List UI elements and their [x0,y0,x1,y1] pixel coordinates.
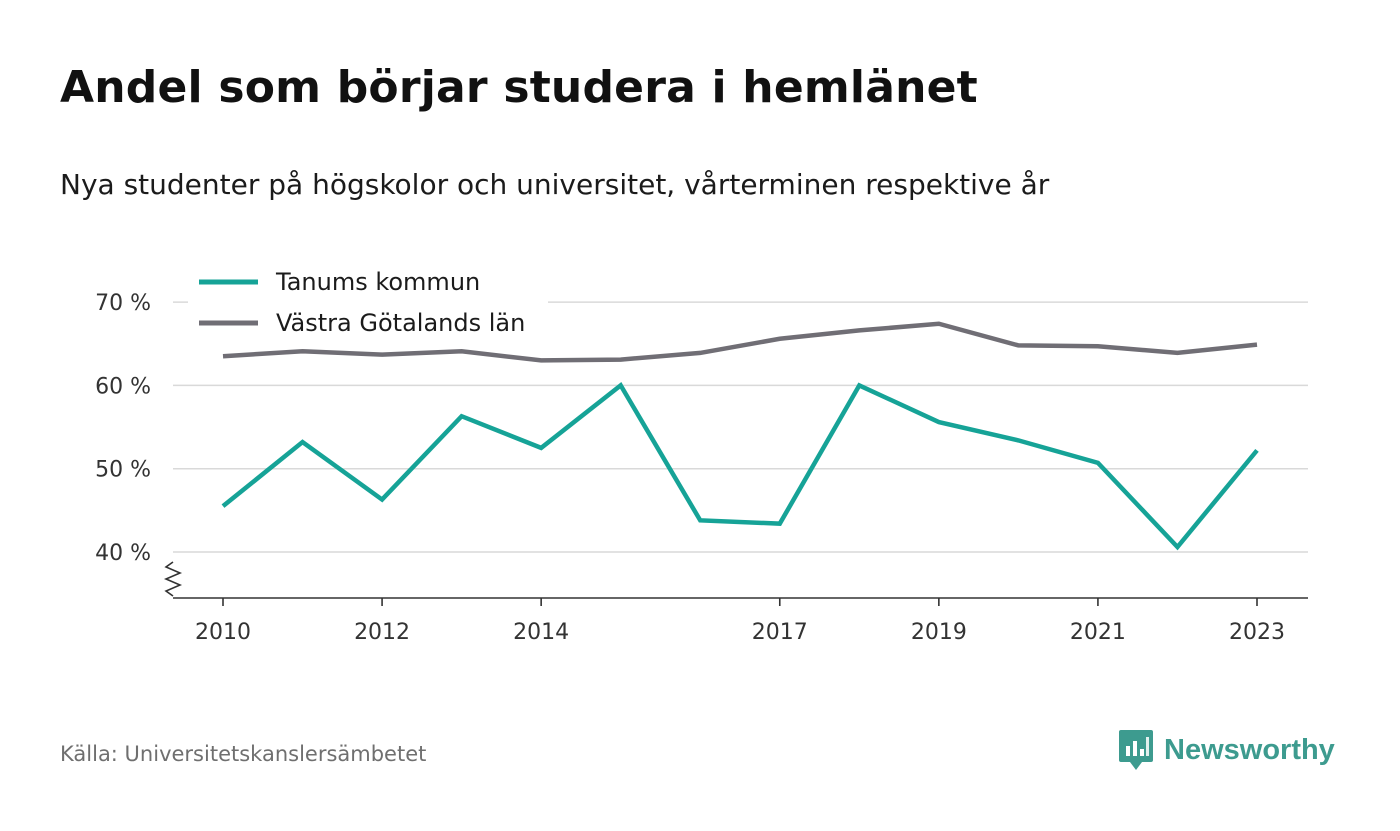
series-lines [221,321,1259,551]
x-tick-label: 2017 [752,620,808,645]
y-axis-labels: 40 % 50 % 60 % 70 % [95,291,151,566]
y-tick-label: 50 % [95,458,151,483]
chart-title: Andel som börjar studera i hemlänet [60,62,978,113]
brand-name: Newsworthy [1164,733,1335,766]
x-tick-label: 2010 [195,620,251,645]
y-tick-label: 60 % [95,374,151,399]
source-note: Källa: Universitetskanslersämbetet [60,742,427,766]
chart-subtitle: Nya studenter på högskolor och universit… [60,168,1050,201]
x-axis: 2010 2012 2014 2017 2019 2021 2023 [173,597,1308,645]
legend-background [188,262,548,342]
x-tick-label: 2019 [911,620,967,645]
series-line-1 [222,321,1258,363]
x-tick-label: 2014 [513,620,569,645]
y-tick-label: 40 % [95,541,151,566]
x-tick-label: 2012 [354,620,410,645]
series-line-0 [221,382,1259,551]
axis-break-icon [163,561,183,597]
legend-label: Tanums kommun [275,268,480,296]
legend: Tanums kommun Västra Götalands län [188,262,548,342]
legend-label: Västra Götalands län [276,309,525,337]
newsworthy-logo-icon [1119,730,1153,770]
brand-logo: Newsworthy [1118,728,1335,772]
y-tick-label: 70 % [95,291,151,316]
x-tick-label: 2021 [1070,620,1126,645]
x-tick-label: 2023 [1229,620,1285,645]
line-chart: 40 % 50 % 60 % 70 % 2010 2012 2014 2017 2019 202… [95,262,1308,645]
